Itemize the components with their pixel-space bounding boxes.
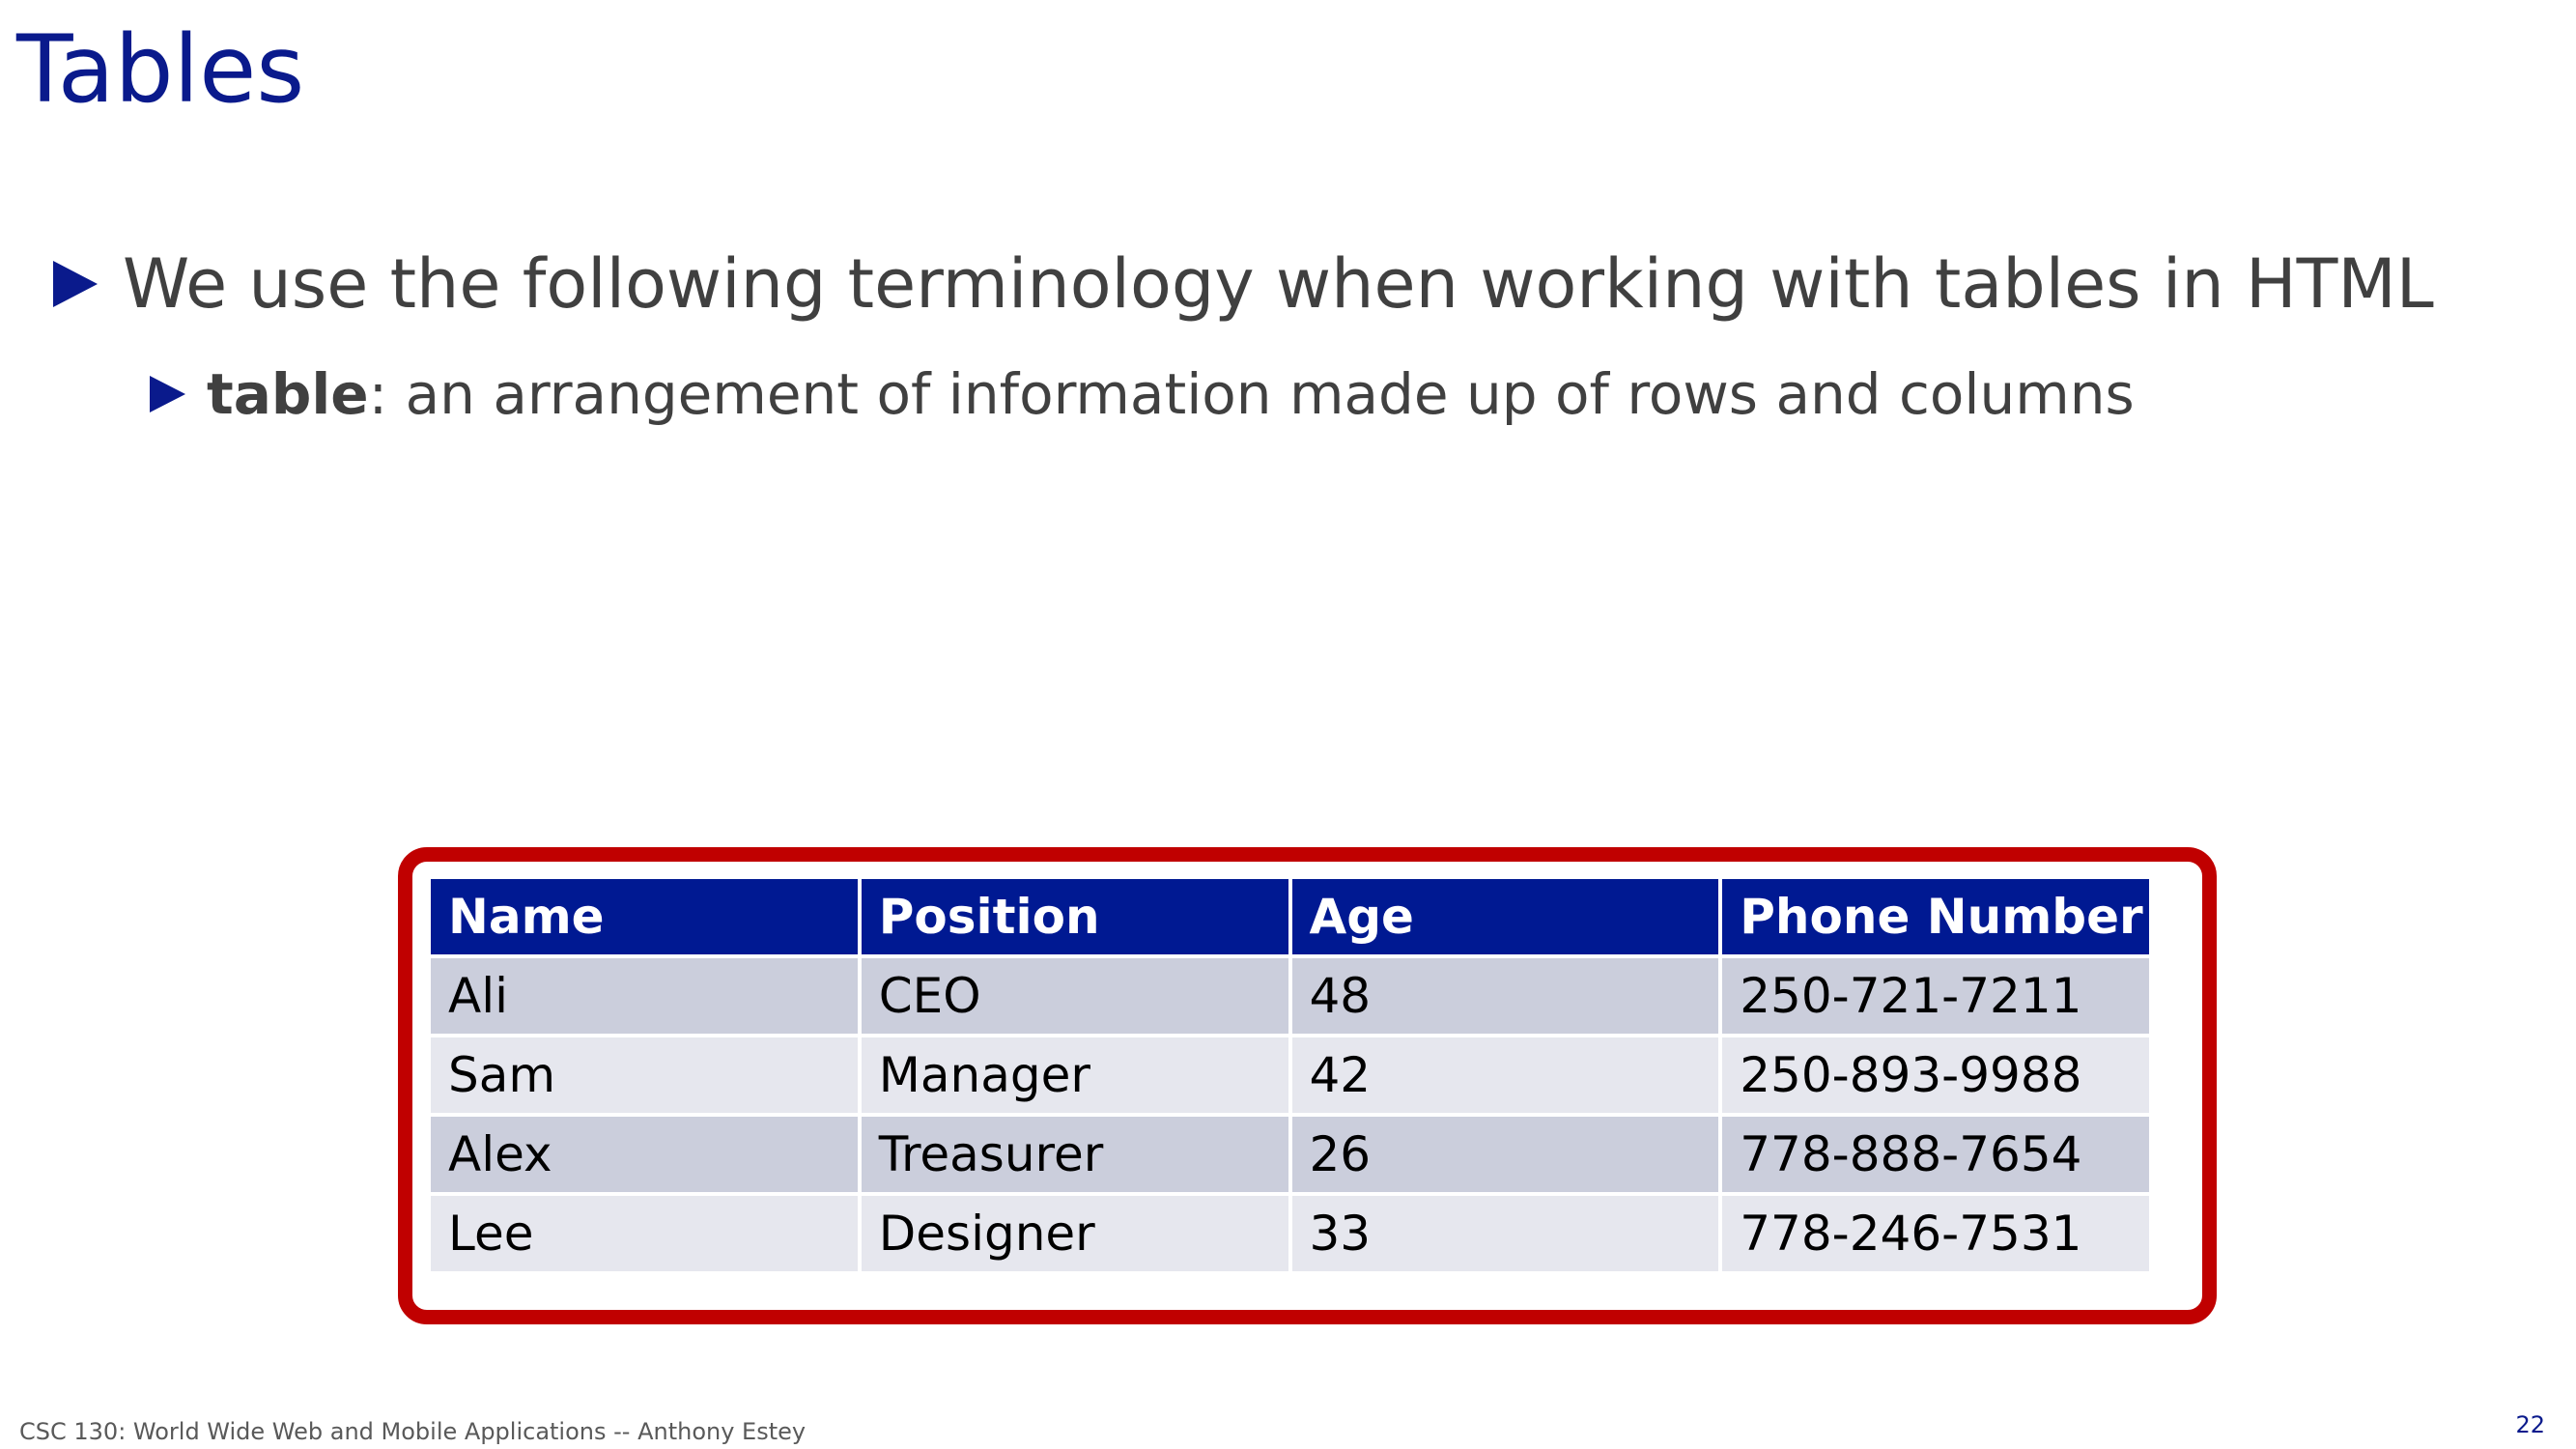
table-row: Ali CEO 48 250-721-7211 xyxy=(431,958,2149,1034)
header-name: Name xyxy=(431,879,858,954)
cell-age: 42 xyxy=(1291,1037,1719,1113)
cell-phone: 250-893-9988 xyxy=(1722,1037,2149,1113)
bullet-terminology: We use the following terminology when wo… xyxy=(53,238,2434,330)
table-row: Lee Designer 33 778-246-7531 xyxy=(431,1196,2149,1271)
example-table: Name Position Age Phone Number Ali CEO 4… xyxy=(427,875,2153,1275)
triangle-bullet-icon xyxy=(53,261,98,307)
cell-age: 26 xyxy=(1291,1117,1719,1192)
cell-name: Lee xyxy=(431,1196,858,1271)
bullet-text: We use the following terminology when wo… xyxy=(123,244,2434,324)
cell-phone: 778-888-7654 xyxy=(1722,1117,2149,1192)
cell-phone: 778-246-7531 xyxy=(1722,1196,2149,1271)
term-table: table xyxy=(207,361,369,427)
footer-course-credit: CSC 130: World Wide Web and Mobile Appli… xyxy=(19,1418,807,1445)
cell-position: Treasurer xyxy=(861,1117,1288,1192)
cell-position: CEO xyxy=(861,958,1288,1034)
triangle-bullet-icon xyxy=(150,376,185,412)
table-highlight-frame xyxy=(398,847,2217,1324)
cell-name: Ali xyxy=(431,958,858,1034)
cell-phone: 250-721-7211 xyxy=(1722,958,2149,1034)
page-number: 22 xyxy=(2515,1411,2545,1438)
sub-bullet-table-definition: table: an arrangement of information mad… xyxy=(150,355,2135,433)
cell-age: 48 xyxy=(1291,958,1719,1034)
sub-bullet-text: table: an arrangement of information mad… xyxy=(207,355,2135,433)
cell-name: Sam xyxy=(431,1037,858,1113)
header-position: Position xyxy=(861,879,1288,954)
table-row: Sam Manager 42 250-893-9988 xyxy=(431,1037,2149,1113)
cell-position: Manager xyxy=(861,1037,1288,1113)
slide-title: Tables xyxy=(16,15,305,124)
header-age: Age xyxy=(1291,879,1719,954)
header-phone-number: Phone Number xyxy=(1722,879,2149,954)
cell-age: 33 xyxy=(1291,1196,1719,1271)
cell-position: Designer xyxy=(861,1196,1288,1271)
term-definition: : an arrangement of information made up … xyxy=(368,361,2135,427)
table-row: Alex Treasurer 26 778-888-7654 xyxy=(431,1117,2149,1192)
table-header-row: Name Position Age Phone Number xyxy=(431,879,2149,954)
cell-name: Alex xyxy=(431,1117,858,1192)
